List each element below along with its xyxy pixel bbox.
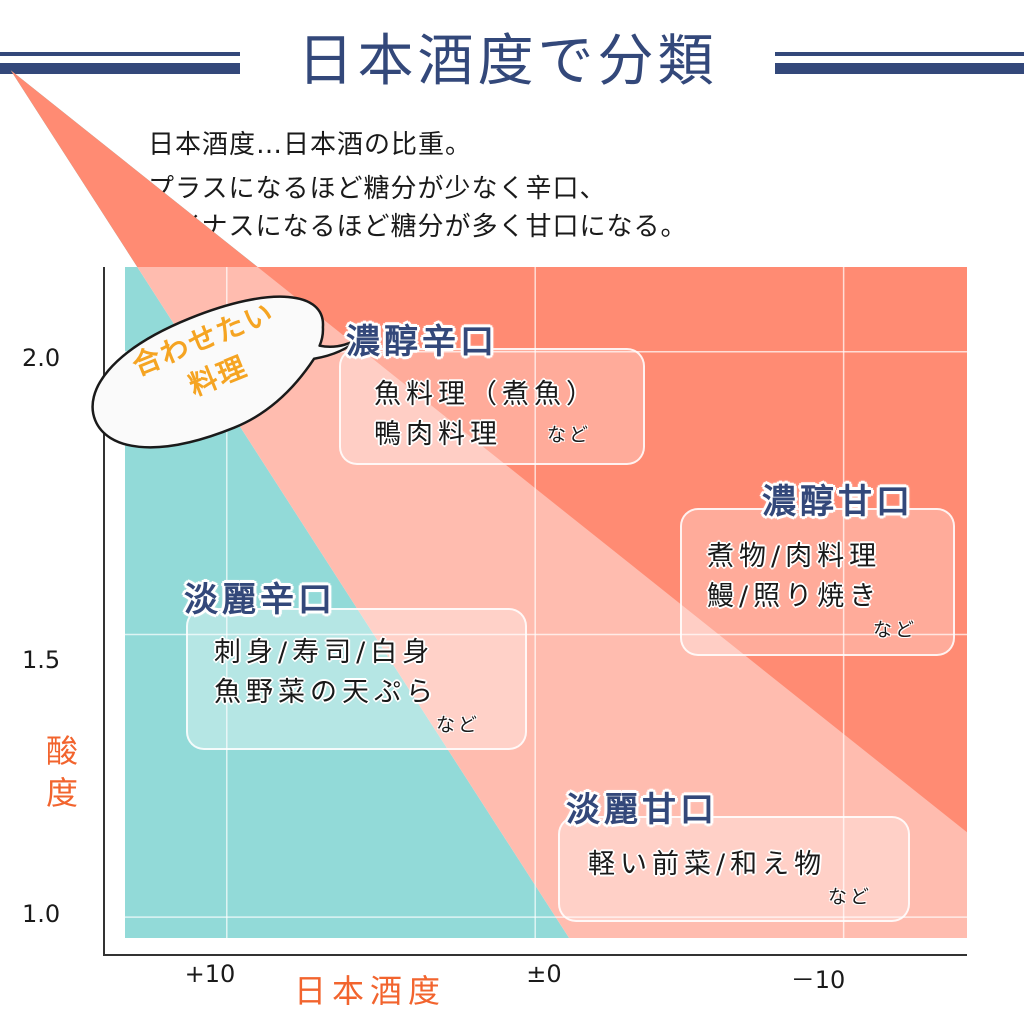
region-box-dry-light	[186, 608, 527, 750]
region-food-item: 魚料理（煮魚）	[374, 379, 598, 410]
region-food-item: 魚野菜の天ぷら	[214, 677, 438, 708]
region-sweet-rich	[10, 70, 967, 833]
region-title-dry-light: 淡麗辛口	[184, 580, 336, 620]
x-tick-label: +10	[184, 960, 236, 988]
region-box-sweet-rich	[680, 508, 955, 656]
speech-bubble	[91, 295, 361, 449]
y-tick-label: 1.5	[22, 646, 61, 674]
x-tick-label: －10	[790, 966, 846, 994]
description-line-1: 日本酒度…日本酒の比重。	[148, 130, 473, 160]
region-title-sweet-rich: 濃醇甘口	[762, 482, 914, 522]
header-line-right-thick	[775, 63, 1024, 74]
region-food-item: 鰻/照り焼き	[707, 581, 882, 612]
region-title-sweet-light: 淡麗甘口	[566, 790, 718, 830]
region-dry-light	[125, 267, 570, 938]
speech-bubble-shape	[91, 295, 361, 449]
header-line-right-thin	[775, 52, 1024, 56]
x-axis-label: 日本酒度	[293, 972, 446, 1010]
x-tick-label: ±0	[526, 960, 562, 988]
region-dry-rich	[10, 70, 258, 267]
region-food-item: 刺身/寿司/白身	[214, 637, 435, 668]
region-note: など	[436, 714, 481, 736]
region-note: など	[873, 619, 918, 641]
y-tick-label: 1.0	[22, 900, 61, 928]
description-line-3: マイナスになるほど糖分が多く甘口になる。	[148, 212, 688, 242]
header-line-left-thick	[0, 63, 240, 74]
region-note: など	[828, 886, 873, 908]
region-food-item: 軽い前菜/和え物	[588, 849, 827, 880]
region-food-item: 煮物/肉料理	[707, 541, 882, 572]
y-axis-label: 酸度	[45, 732, 78, 812]
page-title: 日本酒度で分類	[297, 29, 718, 94]
region-box-dry-rich	[339, 348, 645, 465]
region-box-sweet-light	[558, 816, 910, 922]
region-title-dry-rich: 濃醇辛口	[346, 322, 498, 362]
y-tick-label: 2.0	[22, 344, 61, 372]
description-line-2: プラスになるほど糖分が少なく辛口、	[148, 174, 607, 204]
region-note: など	[547, 424, 592, 446]
region-food-item: 鴨肉料理	[374, 419, 502, 450]
header-line-left-thin	[0, 52, 240, 56]
